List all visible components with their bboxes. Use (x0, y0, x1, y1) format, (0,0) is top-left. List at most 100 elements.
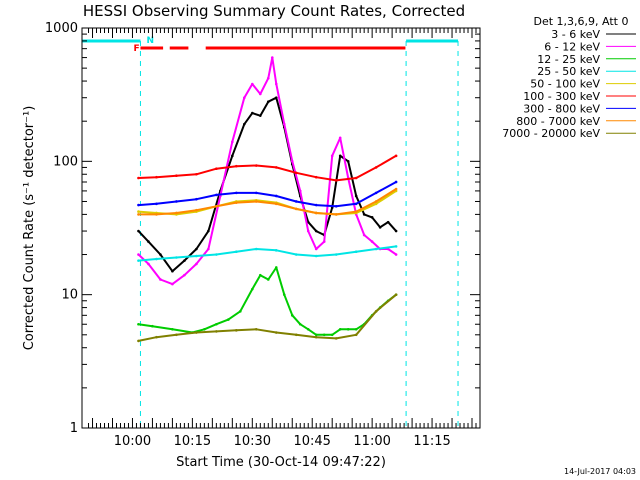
data-point-1 (137, 253, 140, 256)
data-point-2 (282, 293, 286, 296)
data-point-8 (195, 331, 198, 334)
data-point-1 (159, 278, 162, 281)
data-point-5 (195, 172, 198, 176)
data-point-7 (294, 207, 298, 211)
data-point-7 (137, 213, 140, 216)
data-point-1 (282, 122, 286, 126)
data-point-7 (195, 208, 198, 212)
data-point-2 (338, 327, 342, 331)
data-point-7 (274, 202, 278, 206)
data-point-2 (298, 322, 302, 326)
data-point-3 (394, 245, 398, 248)
data-point-2 (274, 266, 278, 269)
data-point-7 (374, 200, 378, 203)
data-point-1 (338, 136, 342, 140)
data-point-7 (235, 201, 238, 204)
data-point-1 (274, 82, 278, 86)
data-point-0 (370, 216, 374, 219)
data-point-2 (330, 333, 334, 337)
data-point-0 (362, 213, 366, 216)
data-point-1 (306, 229, 310, 233)
data-point-0 (274, 96, 278, 100)
data-point-8 (274, 331, 278, 334)
f-flag-label: F (133, 44, 139, 54)
data-point-2 (239, 310, 242, 313)
data-point-7 (334, 213, 338, 216)
x-tick-label: 10:00 (114, 434, 151, 449)
data-point-7 (254, 200, 258, 203)
series-group (137, 56, 398, 343)
data-point-2 (314, 333, 318, 337)
x-tick-label: 10:15 (174, 434, 211, 449)
data-point-0 (231, 154, 234, 158)
data-point-0 (147, 240, 150, 243)
data-point-2 (346, 327, 350, 331)
data-point-5 (254, 164, 258, 167)
data-point-7 (354, 210, 358, 213)
data-point-6 (354, 202, 358, 206)
data-point-0 (346, 160, 350, 163)
data-point-1 (231, 140, 234, 144)
data-point-0 (243, 122, 246, 126)
legend-label-4: 50 - 100 keV (530, 78, 600, 91)
data-point-4 (374, 202, 378, 206)
plot-frame (81, 27, 481, 429)
data-point-2 (290, 314, 294, 317)
data-point-2 (322, 333, 326, 337)
data-point-8 (294, 333, 298, 337)
data-point-8 (354, 333, 358, 337)
data-point-6 (394, 180, 398, 184)
x-tick-label: 10:30 (234, 434, 271, 449)
data-point-0 (266, 100, 270, 104)
data-point-0 (159, 253, 162, 256)
data-point-2 (306, 327, 310, 331)
x-axis-label: Start Time (30-Oct-14 09:47:22) (176, 455, 386, 470)
data-point-0 (306, 220, 310, 224)
data-point-0 (314, 229, 318, 233)
data-point-1 (258, 92, 262, 96)
data-point-1 (183, 273, 186, 277)
data-point-3 (274, 249, 278, 252)
data-point-3 (314, 254, 318, 258)
data-point-6 (195, 197, 198, 201)
data-point-8 (314, 335, 318, 339)
data-point-8 (155, 335, 158, 339)
data-point-3 (175, 256, 178, 259)
data-point-3 (374, 247, 378, 251)
data-point-2 (203, 327, 206, 331)
legend-label-3: 25 - 50 keV (537, 65, 600, 78)
data-point-2 (215, 322, 218, 326)
data-point-0 (386, 220, 390, 224)
data-point-1 (394, 253, 398, 256)
data-point-0 (394, 229, 398, 233)
n-flag-label: N (146, 36, 154, 46)
data-point-3 (354, 250, 358, 254)
data-point-5 (215, 167, 218, 171)
data-point-6 (254, 191, 258, 195)
series-line-1 (137, 56, 397, 286)
data-point-3 (334, 253, 338, 256)
data-point-3 (137, 259, 140, 262)
data-point-7 (215, 204, 218, 208)
data-point-5 (235, 164, 238, 168)
data-point-6 (235, 191, 238, 195)
data-point-7 (314, 211, 318, 215)
data-point-1 (330, 154, 334, 158)
data-point-3 (195, 254, 198, 258)
series-line-3 (138, 245, 397, 262)
series-line-4 (138, 190, 397, 216)
y-axis: 1 10 100 1000 (45, 21, 480, 436)
y-axis-label: Corrected Count Rate (s⁻¹ detector⁻¹) (22, 106, 37, 351)
data-point-1 (251, 82, 254, 86)
data-point-7 (155, 213, 158, 216)
data-point-5 (175, 174, 178, 178)
data-point-3 (294, 253, 298, 256)
data-point-8 (235, 329, 238, 332)
data-point-6 (274, 194, 278, 198)
data-point-2 (151, 324, 154, 328)
data-point-1 (298, 189, 302, 193)
y-tick-label: 100 (53, 154, 78, 169)
data-point-0 (195, 247, 198, 251)
